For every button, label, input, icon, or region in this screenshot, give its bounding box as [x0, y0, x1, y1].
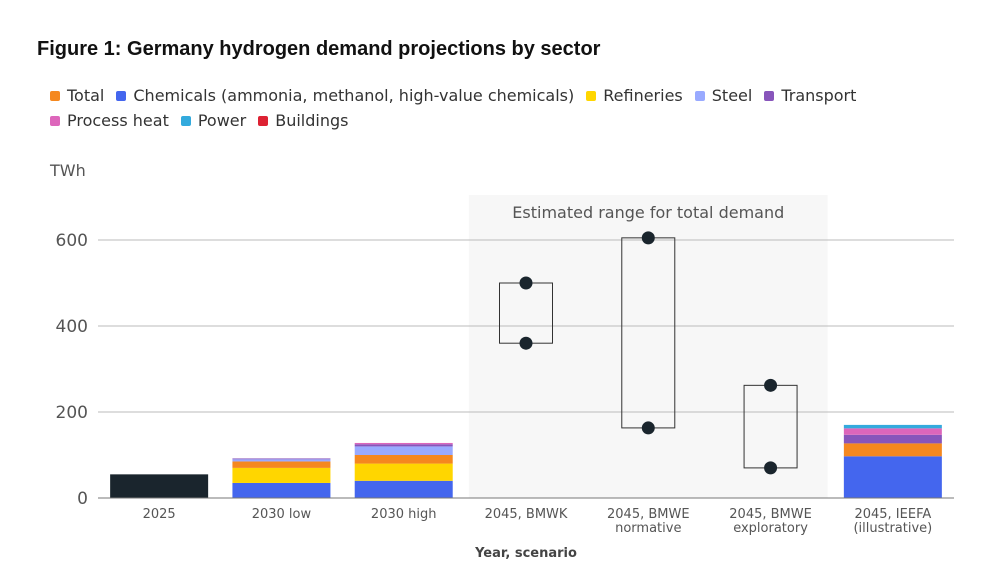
- legend-label: Buildings: [275, 111, 349, 130]
- range-low-dot: [641, 421, 655, 435]
- legend-swatch: [586, 90, 597, 101]
- legend-label: Power: [197, 111, 247, 130]
- stacked-bar-segment: [354, 480, 453, 498]
- stacked-bar-segment: [843, 424, 942, 429]
- stacked-bar-segment: [354, 446, 453, 455]
- y-tick-label: 200: [56, 403, 88, 423]
- range-annotation-label: Estimated range for total demand: [512, 203, 784, 222]
- x-axis-title: Year, scenario: [474, 546, 577, 561]
- y-tick-label: 600: [56, 231, 88, 251]
- x-tick-label: 2045, BMWK: [485, 507, 568, 522]
- legend-item: Refineries: [586, 86, 683, 105]
- legend-label: Transport: [781, 86, 857, 105]
- legend-item: Power: [180, 111, 247, 130]
- stacked-bar-segment: [232, 467, 331, 483]
- legend-swatch: [50, 90, 60, 101]
- stacked-bar-segment: [354, 444, 453, 447]
- x-tick-label: exploratory: [733, 521, 808, 536]
- legend-swatch: [258, 115, 269, 126]
- legend-swatch: [764, 90, 775, 101]
- stacked-bar-segment: [232, 461, 331, 468]
- legend-label: Steel: [711, 86, 753, 105]
- stacked-bar-segment: [354, 442, 453, 445]
- x-tick-label: 2045, BMWE: [729, 507, 812, 522]
- legend-swatch: [180, 115, 191, 126]
- figure-title: Figure 1: Germany hydrogen demand projec…: [37, 38, 601, 60]
- range-high-dot: [641, 231, 655, 245]
- legend-item: Total: [50, 86, 104, 105]
- stacked-bar-segment: [354, 455, 453, 464]
- stacked-bar-segment: [843, 456, 942, 498]
- legend-swatch: [694, 90, 705, 101]
- x-tick-label: normative: [615, 521, 681, 536]
- legend-swatch: [50, 115, 60, 126]
- legend-item: Process heat: [50, 111, 169, 130]
- x-tick-label: 2025: [143, 507, 176, 522]
- legend-label: Total: [67, 86, 105, 105]
- y-axis-unit-label: TWh: [50, 161, 86, 180]
- stacked-bar-segment: [232, 458, 331, 460]
- y-tick-label: 0: [77, 489, 88, 509]
- stacked-bar-segment: [843, 434, 942, 444]
- range-low-dot: [519, 336, 533, 350]
- x-tick-label: 2030 low: [252, 507, 312, 522]
- y-tick-label: 400: [56, 317, 88, 337]
- legend-item: Buildings: [258, 111, 348, 130]
- x-tick-label: 2045, BMWE: [607, 507, 690, 522]
- range-high-dot: [764, 378, 778, 392]
- legend-item: Transport: [764, 86, 856, 105]
- range-low-dot: [764, 461, 778, 475]
- stacked-bar-segment: [843, 428, 942, 435]
- legend-label: Process heat: [67, 111, 169, 130]
- bar-2025: [110, 474, 209, 498]
- x-tick-label: 2045, IEEFA: [854, 507, 931, 522]
- x-tick-label: (illustrative): [853, 521, 932, 536]
- legend-swatch: [116, 90, 127, 101]
- stacked-bar-segment: [354, 463, 453, 481]
- chart-legend: Total Chemicals (ammonia, methanol, high-…: [50, 86, 950, 130]
- legend-item: Steel: [694, 86, 753, 105]
- x-tick-label: 2030 high: [371, 507, 437, 522]
- legend-item: Chemicals (ammonia, methanol, high-value…: [116, 86, 574, 105]
- range-high-dot: [519, 276, 533, 290]
- legend-label: Refineries: [603, 86, 683, 105]
- stacked-bar-segment: [232, 459, 331, 462]
- stacked-bar-segment: [843, 443, 942, 457]
- legend-label: Chemicals (ammonia, methanol, high-value…: [133, 86, 575, 105]
- stacked-bar-segment: [232, 482, 331, 498]
